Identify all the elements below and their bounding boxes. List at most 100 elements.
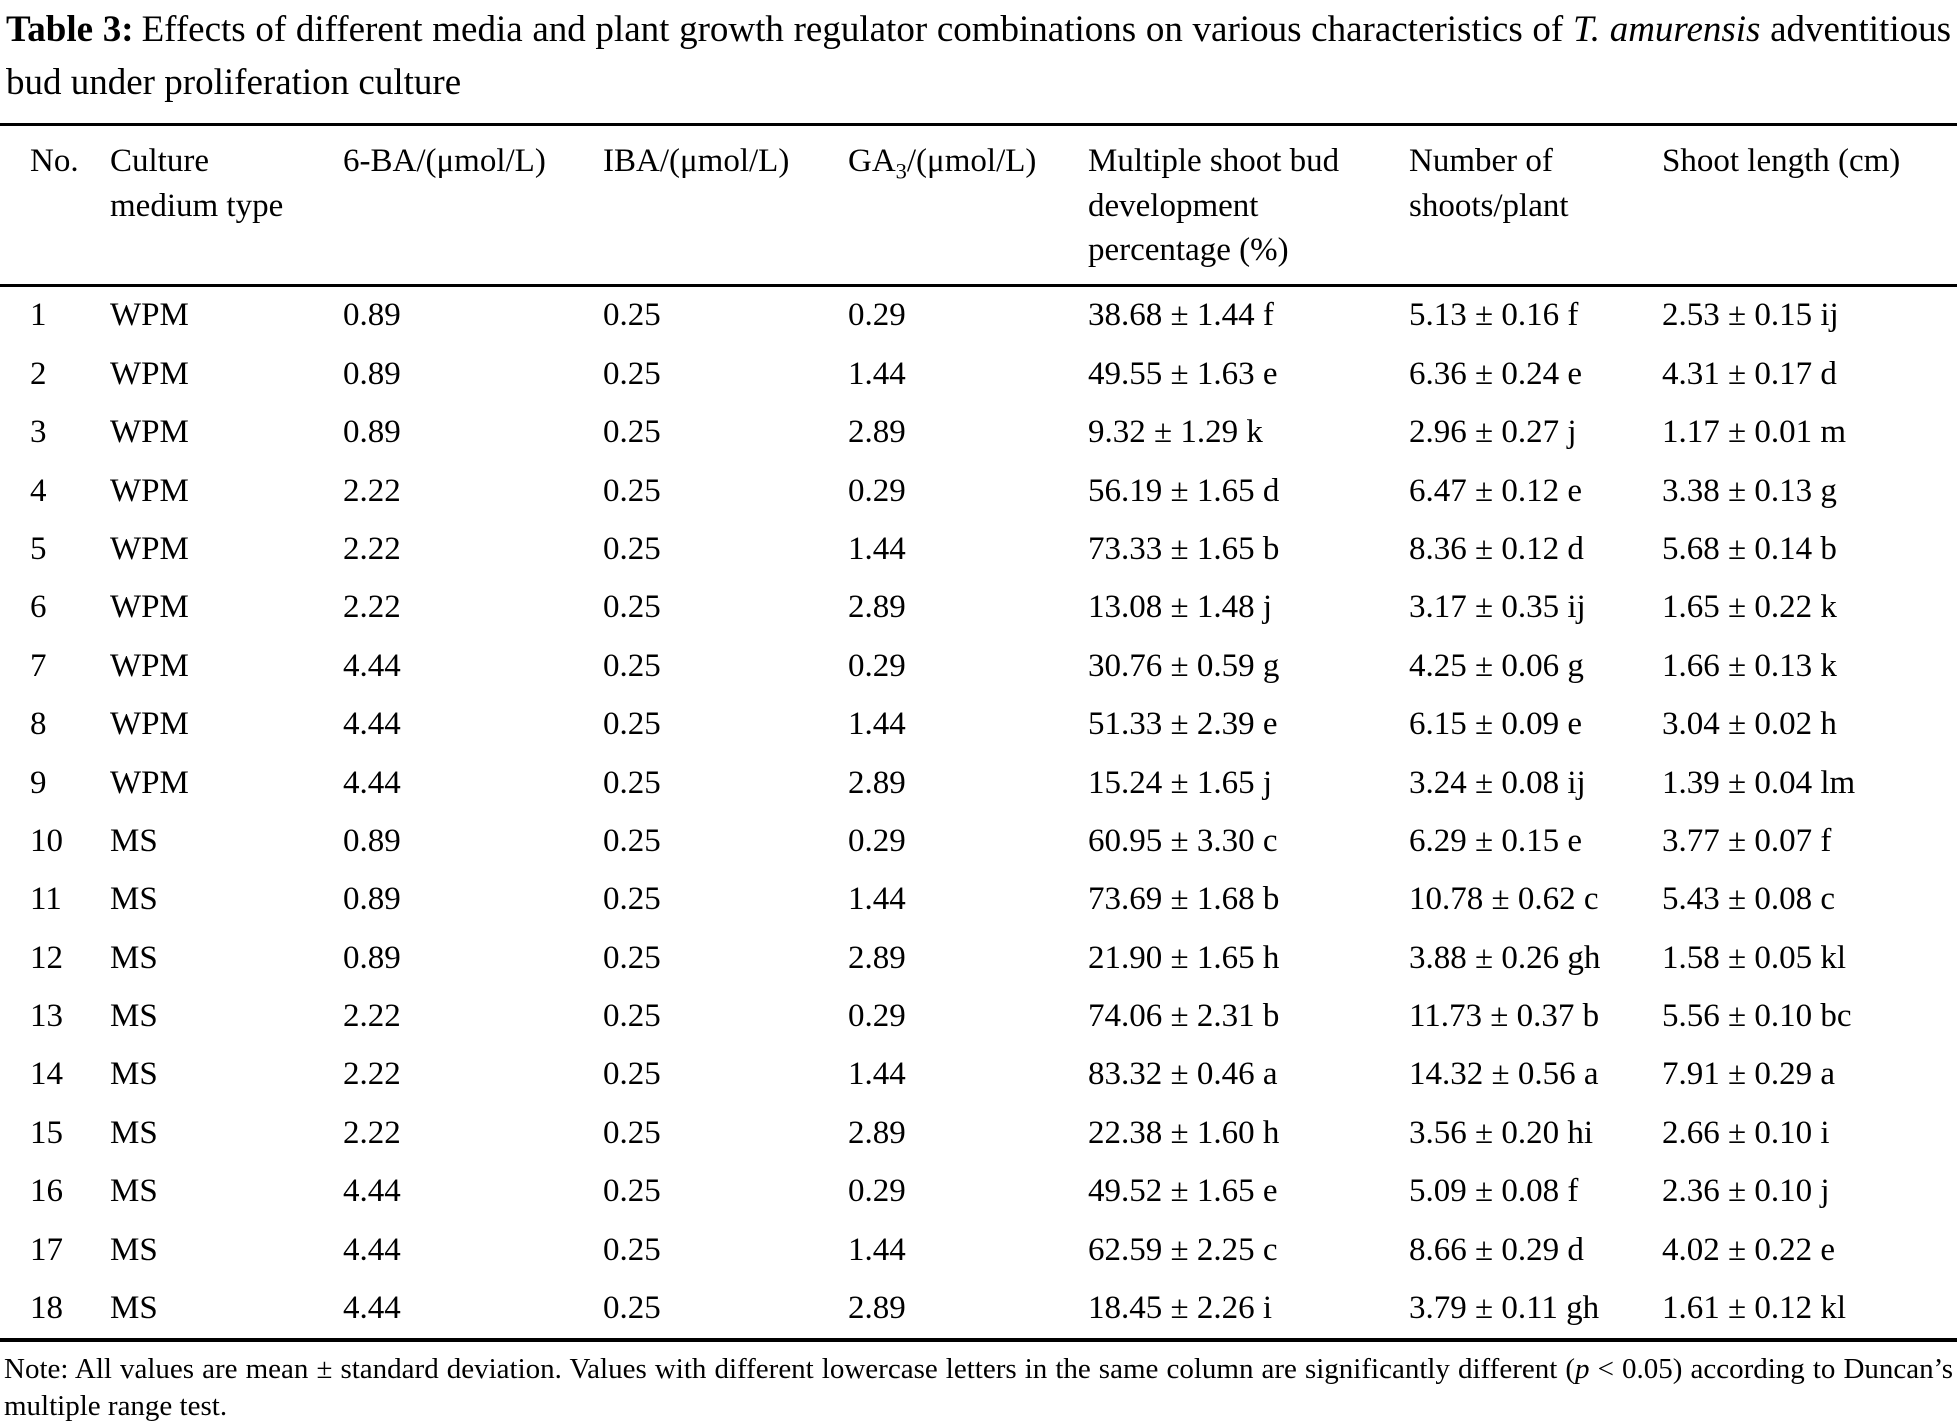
table-cell: MS <box>110 1173 158 1210</box>
table-row: 4 WPM 2.22 0.25 0.29 56.19 ± 1.65 d 6.47 ± 0.1… <box>0 462 1957 520</box>
table-cell: WPM <box>110 589 189 626</box>
table-cell: 1.44 <box>848 1056 906 1093</box>
table-cell: 0.89 <box>343 881 401 918</box>
table-row: 15 MS 2.22 0.25 2.89 22.38 ± 1.60 h 3.56 ± 0.2… <box>0 1104 1957 1162</box>
table-row: 6 WPM 2.22 0.25 2.89 13.08 ± 1.48 j 3.17 ± 0.3… <box>0 579 1957 637</box>
table-cell: 3.88 ± 0.26 gh <box>1409 939 1601 976</box>
table-cell: 74.06 ± 2.31 b <box>1088 998 1280 1035</box>
table-row: 9 WPM 4.44 0.25 2.89 15.24 ± 1.65 j 3.24 ± 0.0… <box>0 754 1957 812</box>
col-header-no: No. <box>0 124 110 287</box>
table-cell: WPM <box>110 764 189 801</box>
col-header-culture-medium-line2: medium type <box>110 187 284 224</box>
table-cell: 0.89 <box>343 297 401 334</box>
table-cell: 1.66 ± 0.13 k <box>1662 647 1837 684</box>
table-cell: 4.02 ± 0.22 e <box>1662 1231 1836 1268</box>
col-header-number-of-shoots: Number of shoots/plant <box>1409 124 1662 287</box>
table-cell: 1.17 ± 0.01 m <box>1662 414 1847 451</box>
table-cell: 0.29 <box>848 822 906 859</box>
table-cell: 8.66 ± 0.29 d <box>1409 1231 1584 1268</box>
table-cell: 5.68 ± 0.14 b <box>1662 530 1837 567</box>
table-cell: 73.33 ± 1.65 b <box>1088 530 1280 567</box>
table-cell: MS <box>110 939 158 976</box>
table-cell: 6.47 ± 0.12 e <box>1409 472 1583 509</box>
table-cell: 38.68 ± 1.44 f <box>1088 297 1274 334</box>
table-body: 1 WPM 0.89 0.25 0.29 38.68 ± 1.44 f 5.13 ± 0.1… <box>0 285 1957 1340</box>
table-cell: 16 <box>30 1173 63 1210</box>
table-cell: 1.44 <box>848 706 906 743</box>
table-cell: 17 <box>30 1231 63 1268</box>
table-row: 14 MS 2.22 0.25 1.44 83.32 ± 0.46 a 14.32 ± 0.… <box>0 1046 1957 1104</box>
table-cell: 0.89 <box>343 355 401 392</box>
note-text-before: Note: All values are mean ± standard dev… <box>4 1352 1576 1385</box>
table-cell: 14 <box>30 1056 63 1093</box>
table-cell: 0.25 <box>603 939 661 976</box>
table-cell: 21.90 ± 1.65 h <box>1088 939 1280 976</box>
table-cell: 2.89 <box>848 1290 906 1327</box>
table-cell: 3 <box>30 414 47 451</box>
table-cell: 6.36 ± 0.24 e <box>1409 355 1583 392</box>
table-cell: 30.76 ± 0.59 g <box>1088 647 1280 684</box>
table-cell: 73.69 ± 1.68 b <box>1088 881 1280 918</box>
table-cell: 1.44 <box>848 1231 906 1268</box>
table-note: Note: All values are mean ± standard dev… <box>4 1351 1953 1426</box>
table-cell: 2.89 <box>848 1114 906 1151</box>
table-cell: 2.96 ± 0.27 j <box>1409 414 1577 451</box>
table-cell: 2.89 <box>848 589 906 626</box>
table-cell: 60.95 ± 3.30 c <box>1088 822 1278 859</box>
table-cell: 0.25 <box>603 589 661 626</box>
table-cell: 11 <box>30 881 62 918</box>
table-cell: 5.09 ± 0.08 f <box>1409 1173 1579 1210</box>
table-cell: 3.79 ± 0.11 gh <box>1409 1290 1600 1327</box>
table-cell: MS <box>110 1114 158 1151</box>
table-row: 3 WPM 0.89 0.25 2.89 9.32 ± 1.29 k 2.96 ± 0.27… <box>0 403 1957 461</box>
table-cell: 1.61 ± 0.12 kl <box>1662 1290 1847 1327</box>
p-value-symbol: p <box>1575 1352 1590 1385</box>
table-cell: 2.89 <box>848 939 906 976</box>
table-cell: 4.44 <box>343 1173 401 1210</box>
table-cell: 3.17 ± 0.35 ij <box>1409 589 1586 626</box>
table-cell: 22.38 ± 1.60 h <box>1088 1114 1280 1151</box>
data-table: No. Culture medium type 6-BA/(μmol/L) IBA… <box>0 123 1957 1342</box>
table-cell: 0.25 <box>603 998 661 1035</box>
table-cell: 0.25 <box>603 1056 661 1093</box>
table-cell: 7.91 ± 0.29 a <box>1662 1056 1836 1093</box>
table-cell: WPM <box>110 472 189 509</box>
table-cell: 5.43 ± 0.08 c <box>1662 881 1836 918</box>
table-cell: 18 <box>30 1290 63 1327</box>
table-row: 10 MS 0.89 0.25 0.29 60.95 ± 3.30 c 6.29 ± 0.1… <box>0 812 1957 870</box>
col-header-iba: IBA/(μmol/L) <box>603 124 848 287</box>
table-cell: 0.25 <box>603 1114 661 1151</box>
table-cell: MS <box>110 1056 158 1093</box>
table-header: No. Culture medium type 6-BA/(μmol/L) IBA… <box>0 124 1957 287</box>
table-cell: 0.29 <box>848 297 906 334</box>
table-cell: 18.45 ± 2.26 i <box>1088 1290 1273 1327</box>
table-cell: WPM <box>110 414 189 451</box>
table-row: 17 MS 4.44 0.25 1.44 62.59 ± 2.25 c 8.66 ± 0.2… <box>0 1221 1957 1279</box>
table-cell: 6.15 ± 0.09 e <box>1409 706 1583 743</box>
table-cell: 2.22 <box>343 530 401 567</box>
table-cell: 0.89 <box>343 822 401 859</box>
table-row: 1 WPM 0.89 0.25 0.29 38.68 ± 1.44 f 5.13 ± 0.1… <box>0 285 1957 345</box>
table-cell: 0.29 <box>848 472 906 509</box>
table-caption-intro: Effects of different media and plant gro… <box>141 9 1573 50</box>
table-cell: 3.04 ± 0.02 h <box>1662 706 1837 743</box>
species-name: T. amurensis <box>1572 9 1761 50</box>
col-header-shoot-length: Shoot length (cm) <box>1662 124 1957 287</box>
table-row: 12 MS 0.89 0.25 2.89 21.90 ± 1.65 h 3.88 ± 0.2… <box>0 929 1957 987</box>
table-cell: 12 <box>30 939 63 976</box>
col-header-culture-medium: Culture medium type <box>110 124 343 287</box>
table-cell: 0.25 <box>603 822 661 859</box>
table-cell: 14.32 ± 0.56 a <box>1409 1056 1599 1093</box>
table-cell: MS <box>110 1290 158 1327</box>
table-cell: 2.22 <box>343 589 401 626</box>
table-cell: 2.22 <box>343 472 401 509</box>
col-header-6ba: 6-BA/(μmol/L) <box>343 124 603 287</box>
table-cell: 1.65 ± 0.22 k <box>1662 589 1837 626</box>
table-cell: 2.66 ± 0.10 i <box>1662 1114 1830 1151</box>
table-cell: 3.38 ± 0.13 g <box>1662 472 1837 509</box>
table-cell: WPM <box>110 355 189 392</box>
table-cell: 0.25 <box>603 414 661 451</box>
table-cell: 83.32 ± 0.46 a <box>1088 1056 1278 1093</box>
col-header-multiple-shoot-bud: Multiple shoot bud development percentag… <box>1088 124 1409 287</box>
table-cell: 2.36 ± 0.10 j <box>1662 1173 1830 1210</box>
